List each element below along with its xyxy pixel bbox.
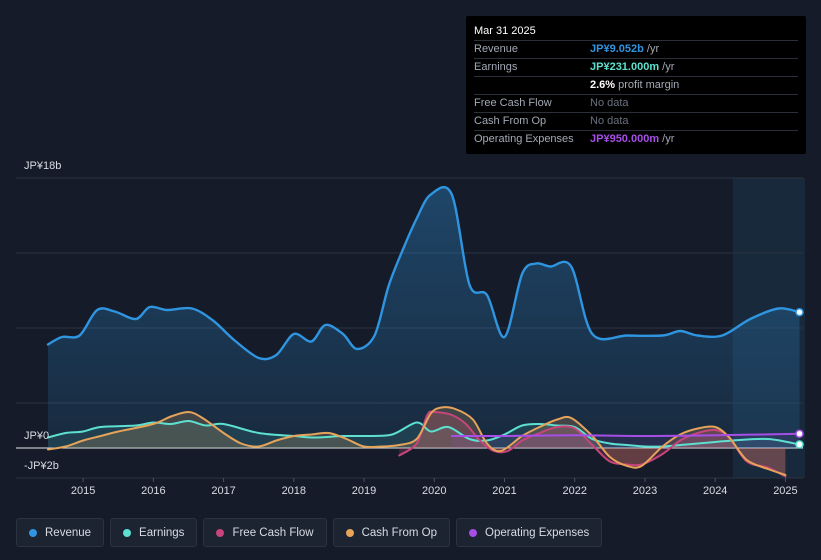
- revenue-area: [48, 187, 800, 448]
- tooltip-row-value: 2.6% profit margin: [590, 77, 798, 94]
- tooltip-value-unit: /yr: [659, 133, 675, 145]
- tooltip-value-unit: profit margin: [615, 79, 680, 91]
- x-tick-label: 2017: [211, 485, 235, 497]
- x-tick-label: 2021: [492, 485, 516, 497]
- tooltip-value-text: JP¥950.000m: [590, 133, 660, 145]
- x-tick-label: 2019: [352, 485, 376, 497]
- legend-dot-icon: [29, 528, 37, 537]
- tooltip-row: Revenue JP¥9.052b /yr: [474, 40, 798, 58]
- earnings-endpoint[interactable]: [795, 440, 804, 449]
- legend-dot-icon: [216, 528, 225, 537]
- tooltip-value-text: 2.6%: [590, 79, 616, 91]
- series-lines: [46, 185, 801, 478]
- tooltip-row-label: Revenue: [474, 43, 519, 55]
- cash-from-op-area: [48, 407, 786, 475]
- tooltip-row: Free Cash Flow No data: [474, 94, 798, 112]
- free-cash-flow-area: [399, 411, 786, 477]
- tooltip-value-text: JP¥231.000m: [590, 61, 660, 73]
- tooltip-row-value: No data: [590, 95, 798, 112]
- operating-expenses-endpoint[interactable]: [795, 429, 804, 438]
- tooltip-row: Earnings JP¥231.000m /yr: [474, 58, 798, 76]
- tooltip-row-value: No data: [590, 113, 798, 130]
- legend-label: Free Cash Flow: [232, 526, 314, 539]
- tooltip-row: Operating Expenses JP¥950.000m /yr: [474, 130, 798, 148]
- legend-item-earnings[interactable]: Earnings: [110, 518, 198, 547]
- x-tick-label: 2018: [282, 485, 306, 497]
- x-tick-label: 2024: [703, 485, 727, 497]
- tooltip-value-text: No data: [590, 97, 629, 109]
- legend-label: Earnings: [139, 526, 185, 539]
- legend: Revenue Earnings Free Cash Flow Cash From O…: [16, 518, 603, 547]
- operating-expenses-line: [450, 432, 801, 438]
- legend-item-cash-from-op[interactable]: Cash From Op: [332, 518, 451, 547]
- tooltip-value-text: No data: [590, 115, 629, 127]
- series-endpoints: [795, 307, 804, 449]
- tooltip-row-label: [474, 77, 590, 94]
- series-areas: [48, 187, 800, 477]
- tooltip-row-label: Cash From Op: [474, 115, 547, 127]
- tooltip-row: 2.6% profit margin: [474, 76, 798, 94]
- legend-dot-icon: [345, 528, 354, 537]
- tooltip-row: Cash From Op No data: [474, 112, 798, 130]
- legend-item-revenue[interactable]: Revenue: [16, 518, 105, 547]
- legend-dot-icon: [469, 528, 478, 537]
- tooltip-row-value: JP¥950.000m /yr: [590, 131, 798, 148]
- legend-item-free-cash-flow[interactable]: Free Cash Flow: [203, 518, 327, 547]
- x-tick-label: 2022: [563, 485, 587, 497]
- x-tick-label: 2023: [633, 485, 657, 497]
- tooltip-row-value: JP¥9.052b /yr: [590, 41, 798, 58]
- x-tick-label: 2016: [141, 485, 165, 497]
- tooltip-date: Mar 31 2025: [474, 25, 536, 37]
- y-label-bottom: -JP¥2b: [24, 460, 59, 472]
- legend-label: Cash From Op: [361, 526, 438, 539]
- x-tick-label: 2015: [71, 485, 95, 497]
- tooltip-row-value: JP¥231.000m /yr: [590, 59, 798, 76]
- revenue-endpoint[interactable]: [795, 307, 804, 317]
- tooltip-row-label: Free Cash Flow: [474, 97, 552, 109]
- tooltip-value-unit: /yr: [643, 43, 660, 55]
- tooltip-value-unit: /yr: [659, 61, 675, 73]
- tooltip-value-text: JP¥9.052b: [590, 43, 644, 55]
- operating-expenses-area: [451, 433, 800, 448]
- x-tick-label: 2020: [422, 485, 446, 497]
- y-label-zero: JP¥0: [24, 430, 50, 442]
- x-axis: 2015 2016 2017 2018 2019 2020 2021 2022 2023 2024…: [71, 478, 798, 497]
- x-tick-label: 2025: [773, 485, 797, 497]
- revenue-line: [46, 185, 801, 361]
- legend-item-operating-expenses[interactable]: Operating Expenses: [456, 518, 603, 547]
- tooltip-row-label: Earnings: [474, 61, 518, 73]
- tooltip-panel: Mar 31 2025 Revenue JP¥9.052b /yr Earnings…: [466, 16, 806, 154]
- tooltip-row-label: Operating Expenses: [474, 133, 574, 145]
- free-cash-flow-line: [398, 410, 787, 478]
- y-label-top: JP¥18b: [24, 160, 62, 172]
- legend-dot-icon: [123, 528, 132, 537]
- cash-from-op-line: [47, 406, 787, 476]
- legend-label: Revenue: [45, 526, 92, 539]
- legend-label: Operating Expenses: [485, 526, 590, 539]
